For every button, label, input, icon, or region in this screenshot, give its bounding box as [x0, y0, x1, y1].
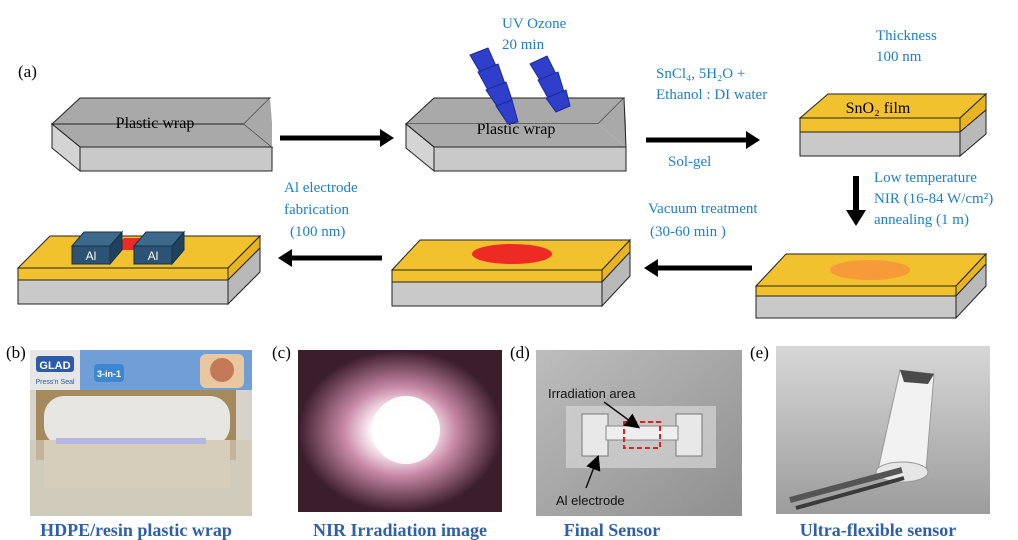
caption-b: HDPE/resin plastic wrap: [40, 520, 232, 540]
arrow-head-down: [846, 210, 866, 226]
red-spot: [472, 244, 552, 264]
panel-label-a: (a): [18, 62, 37, 81]
uv-text-line1: UV Ozone: [502, 16, 567, 32]
caption-c: NIR Irradiation image: [313, 520, 487, 540]
al-right-label: Al: [148, 249, 159, 263]
glad-subtitle: Press'n Seal: [35, 379, 75, 386]
nir-line3: annealing (1 m): [874, 212, 969, 228]
photo-nir-irradiation: [298, 350, 502, 512]
al-electrode-label: Al electrode: [556, 493, 625, 508]
vacuum-line1: Vacuum treatment: [648, 201, 758, 217]
arrow-head-2: [746, 131, 760, 149]
solgel-line2: Ethanol : DI water: [656, 87, 767, 103]
arrow-head-left-1: [644, 259, 658, 277]
vacuum-line2: (30-60 min ): [650, 224, 726, 240]
alfab-line2: fabrication: [284, 202, 349, 218]
nir-line1: Low temperature: [874, 170, 977, 186]
uv-text-line2: 20 min: [502, 37, 545, 53]
glad-logo: GLAD: [39, 360, 70, 372]
block1-label: Plastic wrap: [116, 115, 195, 132]
alfab-line3: (100 nm): [290, 224, 345, 240]
panel-label-c: (c): [272, 343, 291, 362]
annealed-block: [756, 254, 986, 318]
photo-flexible-sensor: [776, 346, 990, 514]
vacuum-treated-block: [392, 240, 630, 306]
alfab-line1: Al electrode: [284, 180, 358, 196]
solgel-bottom: Sol-gel: [668, 154, 711, 170]
al-left-label: Al: [86, 249, 97, 263]
final-device-block: [18, 232, 260, 304]
irradiation-area-label: Irradiation area: [548, 386, 636, 401]
caption-e: Ultra-flexible sensor: [800, 520, 956, 540]
glad-badge: 3-in-1: [97, 369, 121, 379]
caption-d: Final Sensor: [564, 520, 661, 540]
plastic-wrap-block-1: [52, 98, 272, 171]
panel-label-d: (d): [510, 343, 530, 362]
block2-label: Plastic wrap: [477, 121, 556, 138]
thickness-line2: 100 nm: [876, 49, 922, 65]
thickness-line1: Thickness: [876, 28, 937, 44]
solgel-line1: SnCl₄, 5H₂O +: [656, 66, 745, 82]
orange-spot: [830, 260, 910, 280]
panel-label-b: (b): [6, 343, 26, 362]
film-label: SnO₂ film: [846, 100, 911, 117]
arrow-head-left-2: [278, 249, 292, 267]
photo-plastic-wrap: [30, 350, 252, 516]
panel-label-e: (e): [750, 343, 769, 362]
arrow-head-1: [380, 129, 394, 147]
nir-line2: NIR (16-84 W/cm²): [874, 191, 993, 207]
photo-final-sensor: [536, 350, 742, 516]
